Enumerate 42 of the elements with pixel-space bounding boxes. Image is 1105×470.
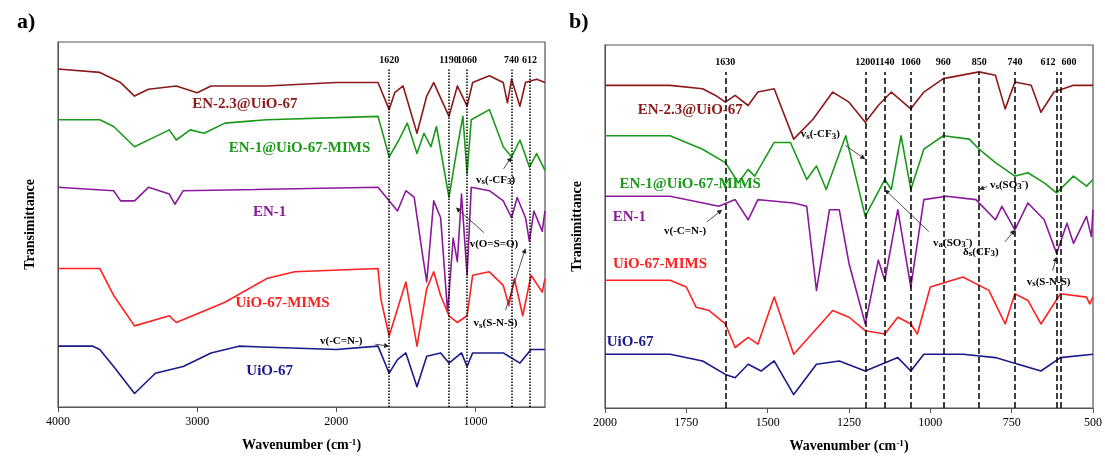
x-tick-label: 2000 bbox=[593, 415, 617, 429]
ref-line-label: 1060 bbox=[900, 56, 921, 68]
x-tick-label: 4000 bbox=[46, 414, 70, 428]
ref-line-label: 612 bbox=[521, 53, 537, 65]
y-axis-title: Transimittance bbox=[568, 181, 584, 272]
ref-line-label: 1200 bbox=[855, 56, 876, 68]
series-label: EN-1 bbox=[252, 202, 287, 219]
chart-title: a) bbox=[17, 7, 36, 33]
x-tick-label: 1000 bbox=[918, 415, 943, 429]
series-label: EN-1@UiO-67-MIMS bbox=[228, 138, 371, 155]
ref-line-label: 850 bbox=[971, 56, 987, 68]
chart-title: b) bbox=[569, 7, 589, 33]
series-label: EN-2.3@UiO-67 bbox=[637, 100, 744, 117]
ref-line-label: 1190 bbox=[439, 53, 459, 65]
ref-line-label: 960 bbox=[935, 56, 951, 68]
annotation: v(-C=N-) bbox=[663, 223, 707, 237]
x-tick-label: 2000 bbox=[324, 414, 349, 428]
ref-line-label: 1140 bbox=[875, 56, 895, 68]
series-label: EN-1@UiO-67-MIMS bbox=[619, 174, 761, 191]
ref-line-label: 1630 bbox=[715, 56, 736, 68]
annotation: v(-C=N-) bbox=[320, 334, 363, 348]
series-label: UiO-67 bbox=[606, 332, 654, 349]
annotation: v(O=S=O) bbox=[469, 236, 519, 250]
ref-line-label: 1620 bbox=[379, 53, 400, 65]
y-axis-title: Transimittance bbox=[21, 179, 37, 270]
series-label: EN-2.3@UiO-67 bbox=[192, 94, 298, 111]
series-label: UiO-67-MIMS bbox=[612, 255, 708, 272]
series-label: EN-1 bbox=[612, 208, 647, 225]
series-label: UiO-67 bbox=[246, 361, 294, 378]
x-tick-label: 1500 bbox=[755, 415, 780, 429]
x-tick-label: 1750 bbox=[674, 415, 699, 429]
x-tick-label: 1250 bbox=[837, 415, 861, 429]
ref-line-label: 612 bbox=[1040, 56, 1056, 68]
x-tick-label: 750 bbox=[1002, 415, 1021, 429]
ref-line-label: 600 bbox=[1061, 56, 1077, 68]
ref-line-label: 740 bbox=[1007, 56, 1023, 68]
ref-line-label: 740 bbox=[504, 53, 520, 65]
x-tick-label: 500 bbox=[1084, 415, 1102, 429]
ref-line-label: 1060 bbox=[457, 53, 478, 65]
x-tick-label: 1000 bbox=[463, 414, 488, 428]
series-label: UiO-67-MIMS bbox=[235, 294, 330, 311]
x-tick-label: 3000 bbox=[185, 414, 210, 428]
